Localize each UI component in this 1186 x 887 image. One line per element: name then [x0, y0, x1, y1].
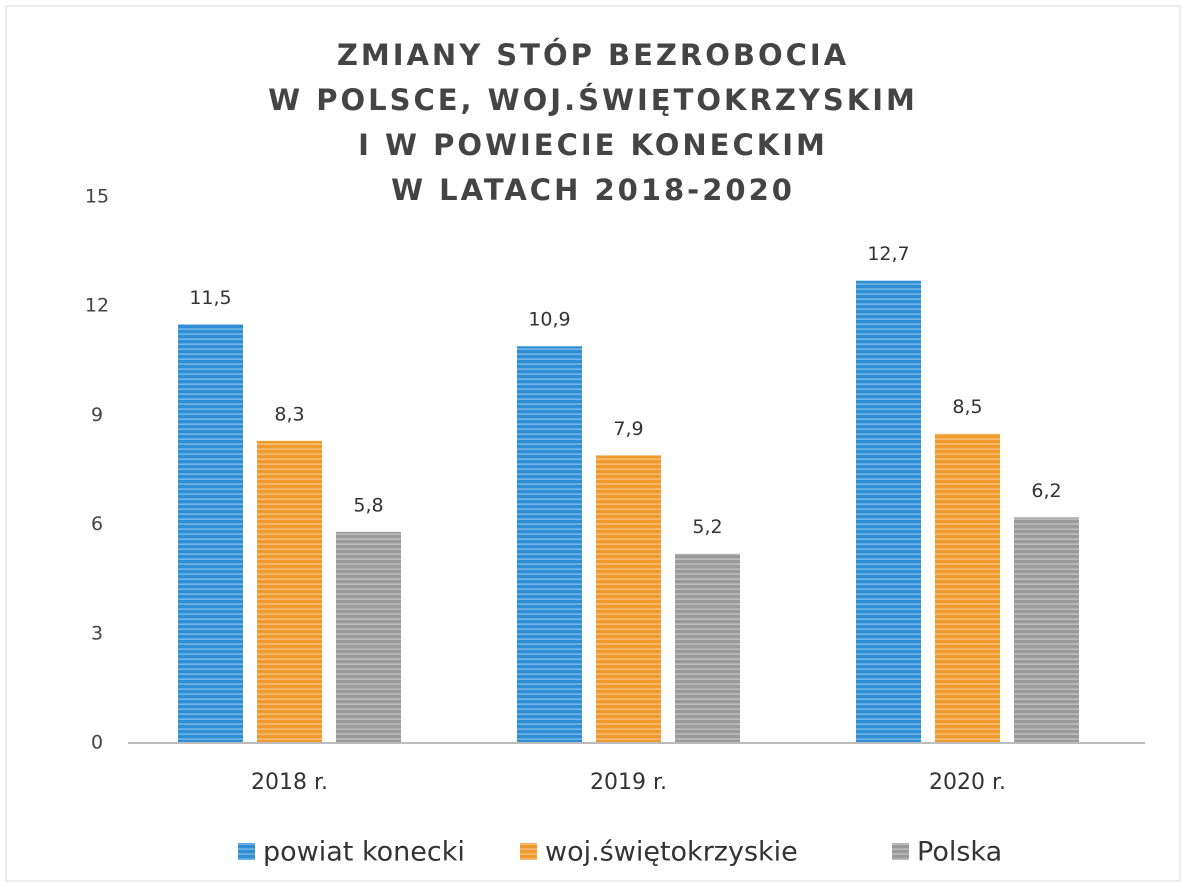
legend-swatch	[238, 843, 255, 860]
bar	[675, 553, 740, 743]
value-label: 7,9	[613, 418, 643, 440]
value-label: 5,8	[353, 494, 383, 516]
value-label: 12,7	[867, 243, 909, 265]
bar	[517, 346, 582, 743]
y-tick-label: 9	[91, 404, 103, 426]
x-tick-label: 2020 r.	[929, 770, 1006, 795]
y-tick-label: 0	[91, 732, 103, 754]
legend-label: Polska	[917, 837, 1002, 868]
y-tick-label: 3	[91, 622, 103, 644]
legend-label: powiat konecki	[263, 837, 465, 868]
bar	[596, 455, 661, 743]
value-label: 11,5	[189, 287, 231, 309]
legend-label: woj.świętokrzyskie	[545, 837, 798, 868]
x-tick-label: 2019 r.	[590, 770, 667, 795]
legend-swatch	[520, 843, 537, 860]
legend-swatch	[892, 843, 909, 860]
value-label: 5,2	[692, 516, 722, 538]
y-tick-label: 12	[85, 295, 109, 317]
bar	[1014, 517, 1079, 743]
bar	[336, 531, 401, 743]
y-tick-label: 6	[91, 513, 103, 535]
chart-title: I W POWIECIE KONECKIM	[358, 128, 828, 162]
bar	[178, 324, 243, 743]
value-label: 8,3	[274, 403, 304, 425]
bar	[856, 280, 921, 743]
chart-title: W POLSCE, WOJ.ŚWIĘTOKRZYSKIM	[268, 83, 918, 117]
value-label: 8,5	[952, 396, 982, 418]
bar	[935, 433, 1000, 743]
bar	[257, 440, 322, 743]
value-label: 6,2	[1031, 480, 1061, 502]
chart-title: ZMIANY STÓP BEZROBOCIA	[337, 38, 849, 72]
value-label: 10,9	[528, 309, 570, 331]
chart-frame	[5, 5, 1181, 882]
y-tick-label: 15	[85, 186, 109, 208]
chart-title: W LATACH 2018-2020	[391, 173, 795, 207]
x-tick-label: 2018 r.	[251, 770, 328, 795]
